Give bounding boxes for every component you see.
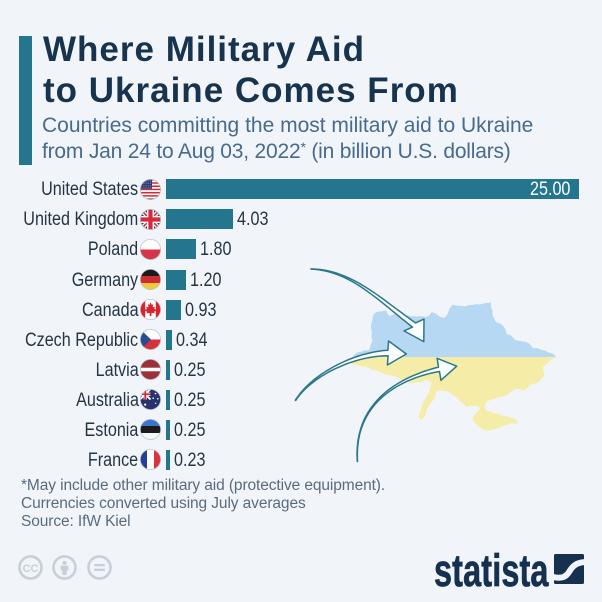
svg-text:CC: CC bbox=[23, 562, 39, 574]
